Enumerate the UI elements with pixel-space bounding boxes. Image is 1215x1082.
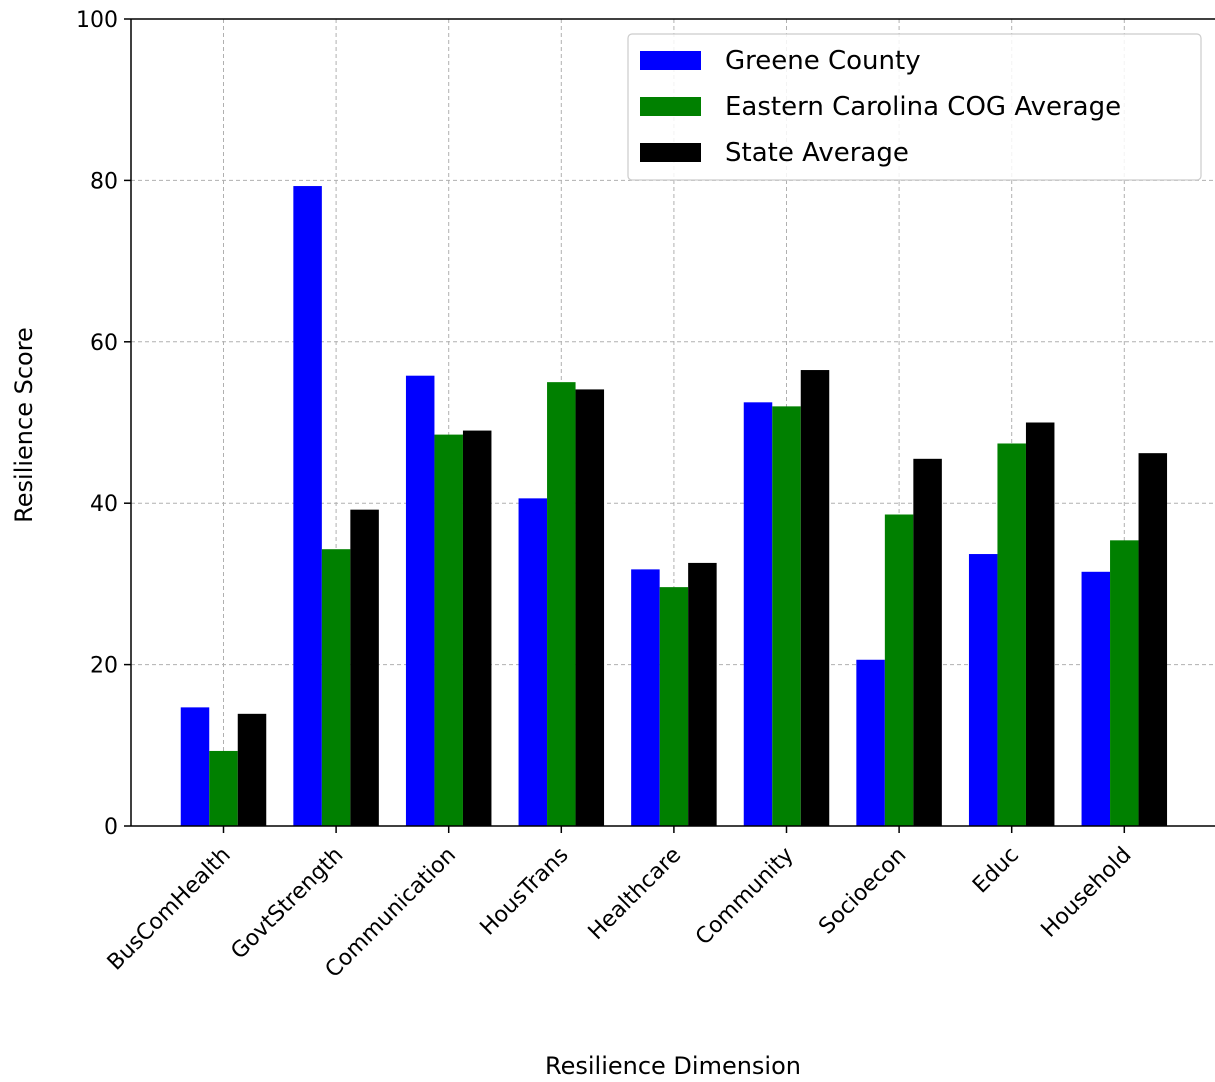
bar-eastern-carolina-cog-average-communication — [434, 434, 463, 826]
bar-state-average-healthcare — [688, 562, 717, 826]
bar-greene-county-educ — [968, 554, 998, 826]
legend-swatch — [640, 143, 701, 162]
bar-greene-county-buscomhealth — [180, 707, 210, 826]
legend-label: Greene County — [725, 46, 921, 76]
y-axis-ticks: 0 20 40 60 80 100 — [76, 8, 131, 840]
y-tick-label: 40 — [90, 492, 118, 517]
x-tick-label: GovtStrength — [226, 843, 348, 965]
y-tick-label: 100 — [76, 8, 118, 33]
bar-greene-county-houstrans — [518, 498, 548, 826]
bar-eastern-carolina-cog-average-community — [772, 406, 801, 826]
bar-eastern-carolina-cog-average-healthcare — [659, 587, 689, 826]
y-tick-label: 80 — [90, 169, 118, 194]
bar-eastern-carolina-cog-average-houstrans — [547, 382, 576, 826]
bar-eastern-carolina-cog-average-household — [1110, 540, 1139, 826]
x-tick-label: Socioecon — [814, 843, 911, 940]
bar-state-average-community — [800, 370, 830, 826]
x-tick-label: BusComHealth — [103, 843, 236, 976]
y-axis-label: Resilience Score — [10, 327, 38, 523]
x-tick-label: Educ — [968, 843, 1024, 899]
y-tick-label: 0 — [104, 815, 118, 840]
legend-label: Eastern Carolina COG Average — [725, 92, 1121, 122]
bar-greene-county-community — [743, 402, 773, 826]
x-tick-label: Healthcare — [584, 843, 686, 945]
bar-eastern-carolina-cog-average-govtstrength — [321, 549, 351, 826]
bar-eastern-carolina-cog-average-buscomhealth — [209, 750, 238, 826]
bar-state-average-communication — [462, 430, 492, 826]
x-axis-label: Resilience Dimension — [545, 1052, 801, 1080]
y-tick-label: 60 — [90, 331, 118, 356]
bar-state-average-govtstrength — [350, 509, 379, 826]
x-tick-label: Community — [691, 843, 799, 951]
x-tick-label: Household — [1037, 843, 1137, 943]
legend-label: State Average — [725, 138, 909, 168]
legend-swatch — [640, 51, 701, 70]
x-tick-label: HousTrans — [476, 843, 574, 941]
bar-state-average-socioecon — [913, 458, 942, 826]
bar-state-average-educ — [1025, 422, 1055, 826]
bar-eastern-carolina-cog-average-socioecon — [884, 514, 914, 826]
bar-greene-county-govtstrength — [293, 186, 322, 826]
bar-state-average-houstrans — [575, 389, 605, 826]
axes — [130, 18, 1215, 827]
legend: Greene County Eastern Carolina COG Averag… — [627, 33, 1202, 181]
bar-greene-county-socioecon — [856, 659, 885, 826]
legend-swatch — [640, 97, 701, 116]
bar-greene-county-healthcare — [631, 569, 660, 826]
bar-eastern-carolina-cog-average-educ — [997, 443, 1026, 826]
bar-greene-county-communication — [405, 375, 435, 826]
bar-greene-county-household — [1081, 571, 1111, 826]
legend-box — [627, 33, 1202, 181]
y-tick-label: 20 — [90, 654, 118, 679]
bars — [180, 186, 1168, 826]
bar-state-average-buscomhealth — [237, 713, 267, 826]
bar-state-average-household — [1138, 453, 1168, 826]
